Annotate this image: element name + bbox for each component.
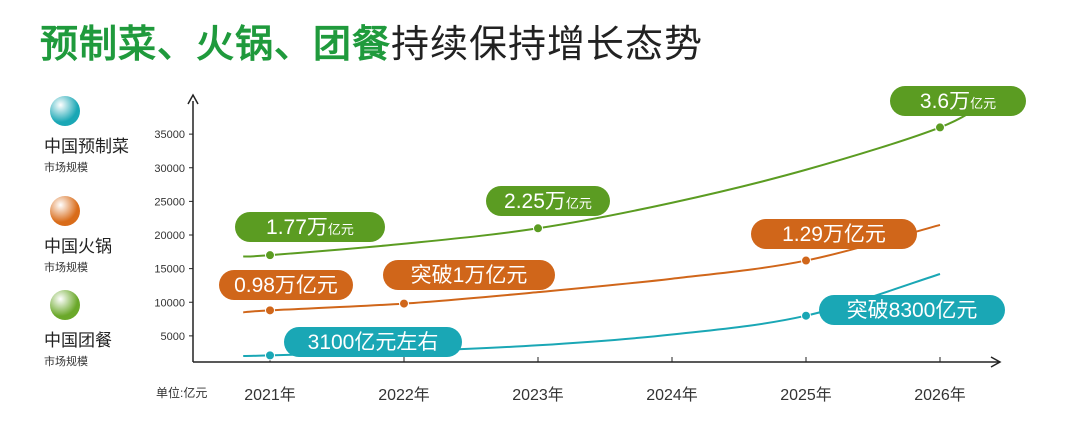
page-title: 预制菜、火锅、团餐持续保持增长态势: [40, 18, 703, 72]
y-axis-arrow: [187, 93, 199, 105]
y-tick-label: 35000: [154, 129, 185, 141]
data-label-bubble: [235, 212, 385, 242]
legend-sub: 市场规模: [44, 162, 88, 174]
x-tick-label: 2022年: [378, 386, 430, 404]
series-line: [243, 95, 995, 258]
legend-name: 中国团餐: [44, 331, 112, 350]
data-label-bubble: [819, 295, 1005, 325]
data-label-bubble: [890, 86, 1026, 116]
y-tick-label: 20000: [154, 230, 185, 242]
x-tick-label: 2024年: [646, 386, 698, 404]
unit-label: 单位:亿元: [156, 386, 208, 400]
data-label-bubble: [383, 260, 555, 290]
data-label-bubble: [751, 219, 917, 249]
legend-name: 中国预制菜: [44, 137, 129, 156]
legend-item-hotpot: 中国火锅 市场规模: [44, 196, 164, 275]
legend-sub: 市场规模: [44, 262, 88, 274]
data-label: 突破8300亿元: [847, 299, 978, 322]
y-tick-label: 10000: [154, 297, 185, 309]
y-tick-label: 5000: [161, 331, 185, 343]
x-tick-label: 2026年: [914, 386, 966, 404]
data-label-bubble: [219, 270, 353, 300]
data-point: [399, 298, 409, 309]
y-tick-label: 15000: [154, 264, 185, 276]
x-tick-label: 2021年: [244, 386, 296, 404]
data-label-bubble: [486, 186, 610, 216]
legend-dot-hotpot: [50, 196, 80, 226]
x-axis-arrow: [990, 356, 1002, 368]
data-label: 3.6万亿元: [920, 90, 996, 113]
data-label: 3100亿元左右: [308, 331, 439, 354]
data-label-bubble: [284, 327, 462, 357]
legend-name: 中国火锅: [44, 237, 112, 256]
data-point: [935, 122, 945, 133]
data-point: [533, 223, 543, 234]
data-label: 突破1万亿元: [411, 264, 528, 287]
data-point: [265, 350, 275, 361]
legend-dot-group-meal: [50, 290, 80, 320]
data-point: [265, 250, 275, 261]
x-tick-label: 2025年: [780, 386, 832, 404]
legend-sub: 市场规模: [44, 356, 88, 368]
legend-item-prepared-food: 中国预制菜 市场规模: [44, 96, 164, 175]
legend-item-group-meal: 中国团餐 市场规模: [44, 290, 164, 369]
x-tick-label: 2023年: [512, 386, 564, 404]
title-highlight: 预制菜、火锅、团餐: [40, 24, 392, 66]
data-label: 0.98万亿元: [234, 274, 338, 297]
legend-dot-prepared-food: [50, 96, 80, 126]
data-point: [801, 310, 811, 321]
data-point: [265, 305, 275, 316]
data-point: [801, 255, 811, 266]
data-label: 2.25万亿元: [504, 190, 592, 213]
title-rest: 持续保持增长态势: [391, 24, 704, 66]
y-tick-label: 25000: [154, 196, 185, 208]
data-label: 1.77万亿元: [266, 216, 354, 239]
data-label: 1.29万亿元: [782, 223, 886, 246]
y-tick-label: 30000: [154, 163, 185, 175]
